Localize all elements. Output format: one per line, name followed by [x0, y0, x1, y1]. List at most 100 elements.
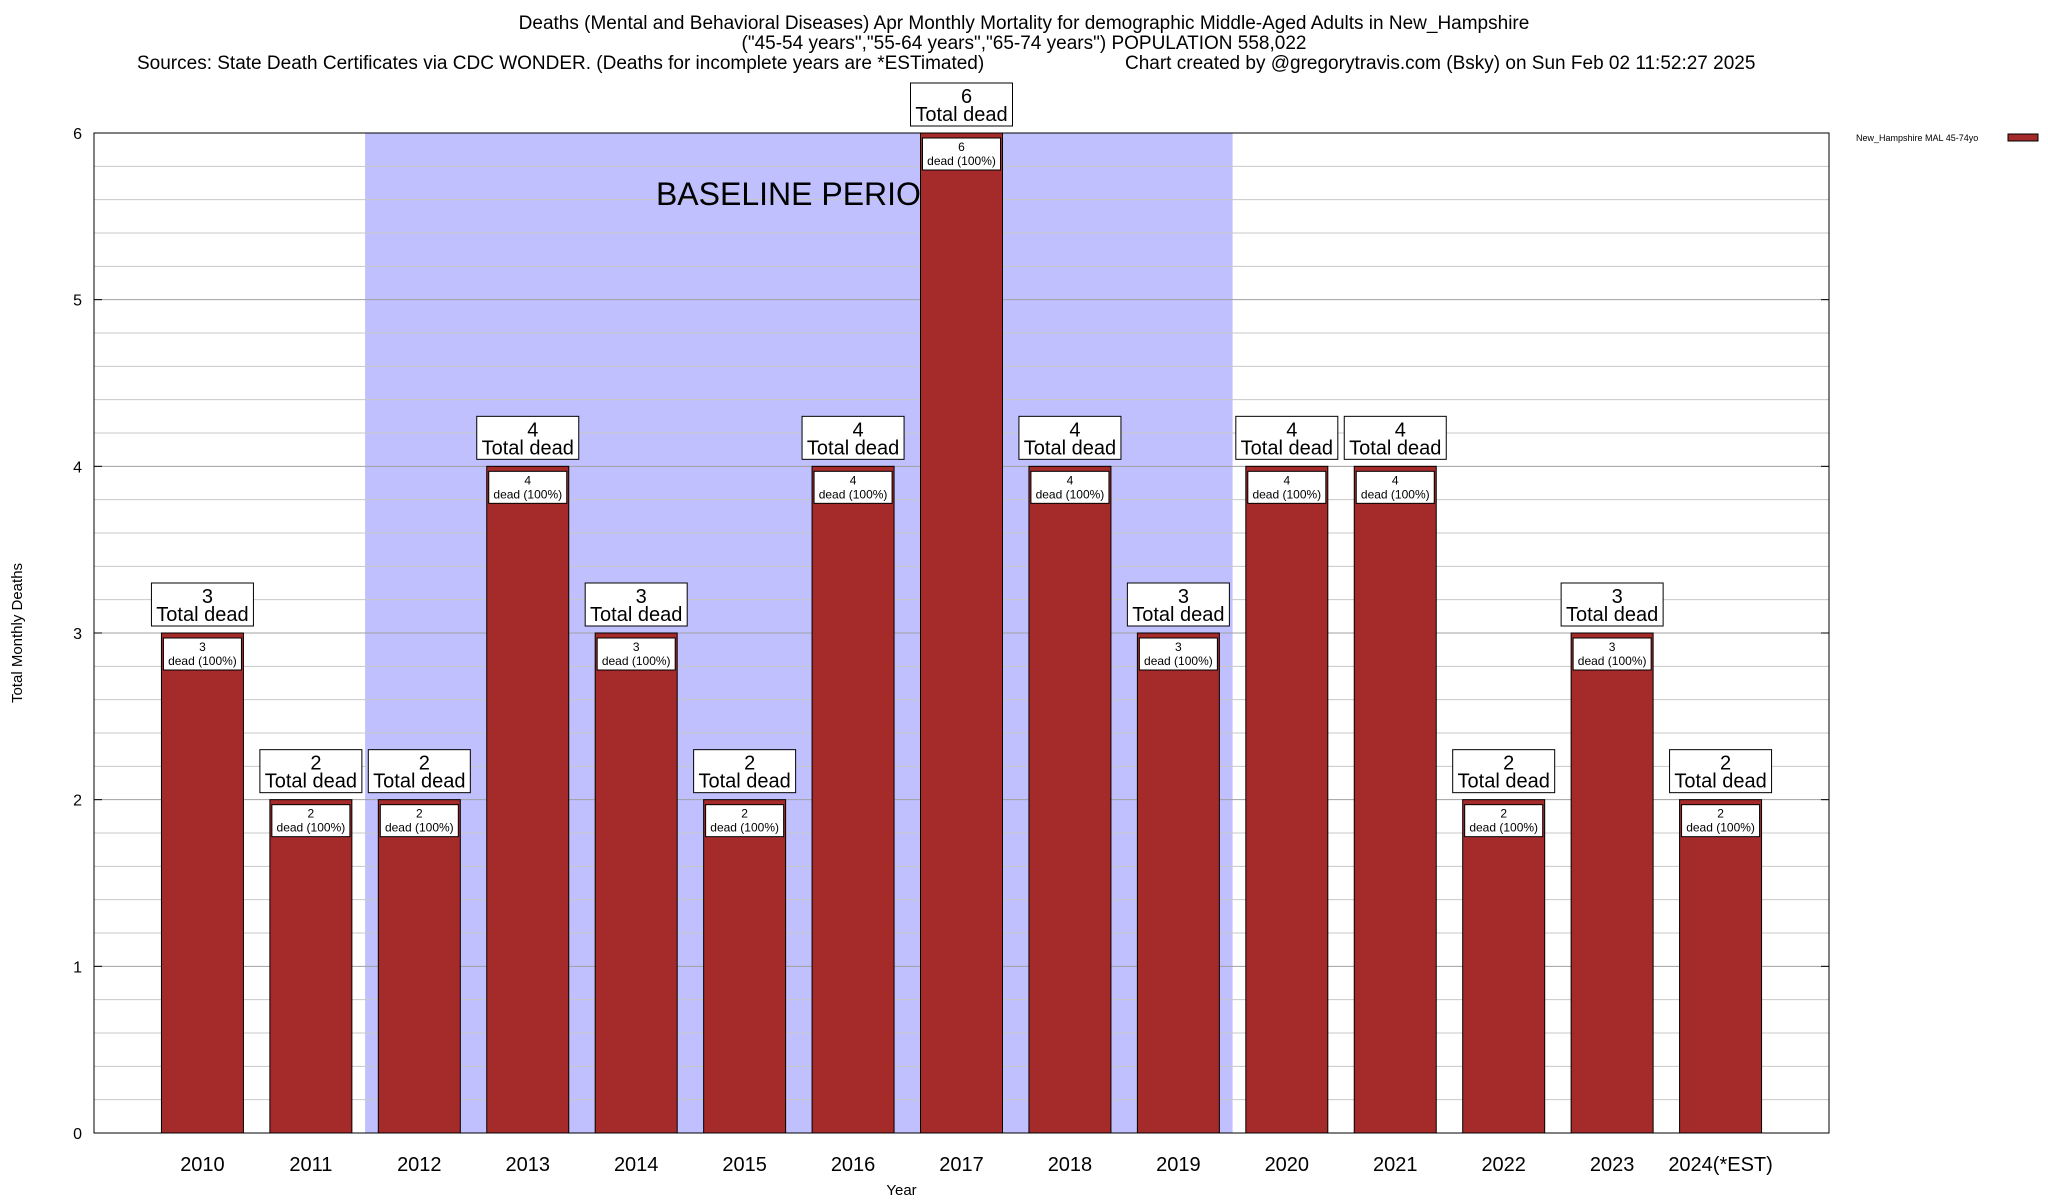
y-tick-label: 1	[73, 959, 82, 976]
segment-label-box	[1355, 470, 1435, 504]
total-label-box	[801, 415, 905, 460]
chart-title-line2: ("45-54 years","55-64 years","65-74 year…	[741, 33, 1307, 54]
total-label-text: Total dead	[1349, 437, 1441, 459]
segment-label-text: dead (100%)	[1469, 821, 1538, 835]
segment-label-value: 3	[1609, 640, 1616, 654]
bar	[269, 799, 353, 1134]
total-label-box	[476, 415, 580, 460]
total-label-value: 3	[636, 586, 647, 608]
total-label-text: Total dead	[1024, 437, 1116, 459]
x-tick-label: 2021	[1373, 1154, 1418, 1176]
y-tick-label: 6	[73, 126, 82, 143]
segment-label-value: 4	[524, 473, 531, 487]
total-label-value: 2	[1503, 753, 1514, 775]
total-label-value: 4	[1395, 419, 1406, 441]
x-tick-label: 2014	[614, 1154, 659, 1176]
chart-sources: Sources: State Death Certificates via CD…	[137, 53, 985, 74]
total-label-value: 2	[310, 753, 321, 775]
segment-label-value: 4	[1067, 473, 1074, 487]
baseline-label: BASELINE PERIOD	[656, 176, 944, 212]
x-tick-label: 2019	[1156, 1154, 1201, 1176]
chart-credit: Chart created by @gregorytravis.com (Bsk…	[1125, 53, 1756, 74]
total-label-text: Total dead	[265, 771, 357, 793]
bar	[486, 465, 570, 1134]
x-tick-label: 2024(*EST)	[1668, 1154, 1773, 1176]
total-label-box	[1126, 582, 1230, 627]
segment-label-text: dead (100%)	[1578, 654, 1647, 668]
total-label-box	[1018, 415, 1122, 460]
total-label-value: 2	[419, 753, 430, 775]
segment-label-value: 6	[958, 140, 965, 154]
total-label-value: 4	[1069, 419, 1080, 441]
segment-label-box	[813, 470, 893, 504]
x-tick-label: 2016	[831, 1154, 876, 1176]
segment-label-box	[162, 637, 242, 671]
segment-label-text: dead (100%)	[602, 654, 671, 668]
total-label-value: 2	[1720, 753, 1731, 775]
x-tick-label: 2012	[397, 1154, 442, 1176]
segment-label-value: 2	[1717, 807, 1724, 821]
segment-label-value: 4	[1392, 473, 1399, 487]
segment-label-text: dead (100%)	[1252, 487, 1321, 501]
bar	[1245, 465, 1329, 1134]
segment-label-value: 3	[1175, 640, 1182, 654]
segment-label-text: dead (100%)	[168, 654, 237, 668]
total-label-box	[1343, 415, 1447, 460]
legend-label: New_Hampshire MAL 45-74yo	[1856, 133, 1978, 143]
segment-label-text: dead (100%)	[1361, 487, 1430, 501]
segment-label-value: 2	[1500, 807, 1507, 821]
segment-label-box	[271, 804, 351, 838]
total-label-value: 4	[853, 419, 864, 441]
bar	[1028, 465, 1112, 1134]
bar	[1353, 465, 1437, 1134]
x-tick-label: 2011	[289, 1154, 332, 1176]
segment-label-box	[1247, 470, 1327, 504]
total-label-box	[1560, 582, 1664, 627]
bar	[160, 632, 244, 1134]
bar	[703, 799, 787, 1134]
segment-label-text: dead (100%)	[277, 821, 346, 835]
total-label-text: Total dead	[698, 771, 790, 793]
bar	[377, 799, 461, 1134]
segment-label-box	[1681, 804, 1761, 838]
segment-label-box	[1464, 804, 1544, 838]
x-tick-label: 2010	[180, 1154, 225, 1176]
segment-label-text: dead (100%)	[385, 821, 454, 835]
x-tick-label: 2023	[1590, 1154, 1635, 1176]
total-label-box	[1669, 749, 1773, 794]
total-label-value: 3	[1612, 586, 1623, 608]
x-tick-label: 2022	[1481, 1154, 1526, 1176]
segment-label-box	[596, 637, 676, 671]
segment-label-text: dead (100%)	[1144, 654, 1213, 668]
segment-label-value: 3	[199, 640, 206, 654]
total-label-box	[1452, 749, 1556, 794]
segment-label-value: 4	[850, 473, 857, 487]
total-label-text: Total dead	[590, 604, 682, 626]
total-label-value: 3	[202, 586, 213, 608]
legend-swatch	[2007, 133, 2039, 142]
segment-label-value: 2	[741, 807, 748, 821]
y-axis-label: Total Monthly Deaths	[9, 563, 26, 703]
x-tick-label: 2013	[506, 1154, 551, 1176]
segment-label-text: dead (100%)	[1686, 821, 1755, 835]
total-label-box	[584, 582, 688, 627]
total-label-box	[367, 749, 471, 794]
y-tick-label: 2	[73, 793, 82, 810]
segment-label-text: dead (100%)	[927, 154, 996, 168]
y-tick-label: 4	[73, 459, 82, 476]
segment-label-box	[1572, 637, 1652, 671]
x-tick-label: 2017	[939, 1154, 984, 1176]
total-label-value: 2	[744, 753, 755, 775]
x-tick-label: 2015	[722, 1154, 767, 1176]
total-label-text: Total dead	[482, 437, 574, 459]
total-label-text: Total dead	[807, 437, 899, 459]
x-tick-label: 2020	[1265, 1154, 1310, 1176]
y-tick-label: 0	[73, 1126, 82, 1143]
y-tick-label: 5	[73, 293, 82, 310]
segment-label-box	[705, 804, 785, 838]
total-label-text: Total dead	[1566, 604, 1658, 626]
total-label-text: Total dead	[1241, 437, 1333, 459]
bar	[1136, 632, 1220, 1134]
total-label-box	[150, 582, 254, 627]
